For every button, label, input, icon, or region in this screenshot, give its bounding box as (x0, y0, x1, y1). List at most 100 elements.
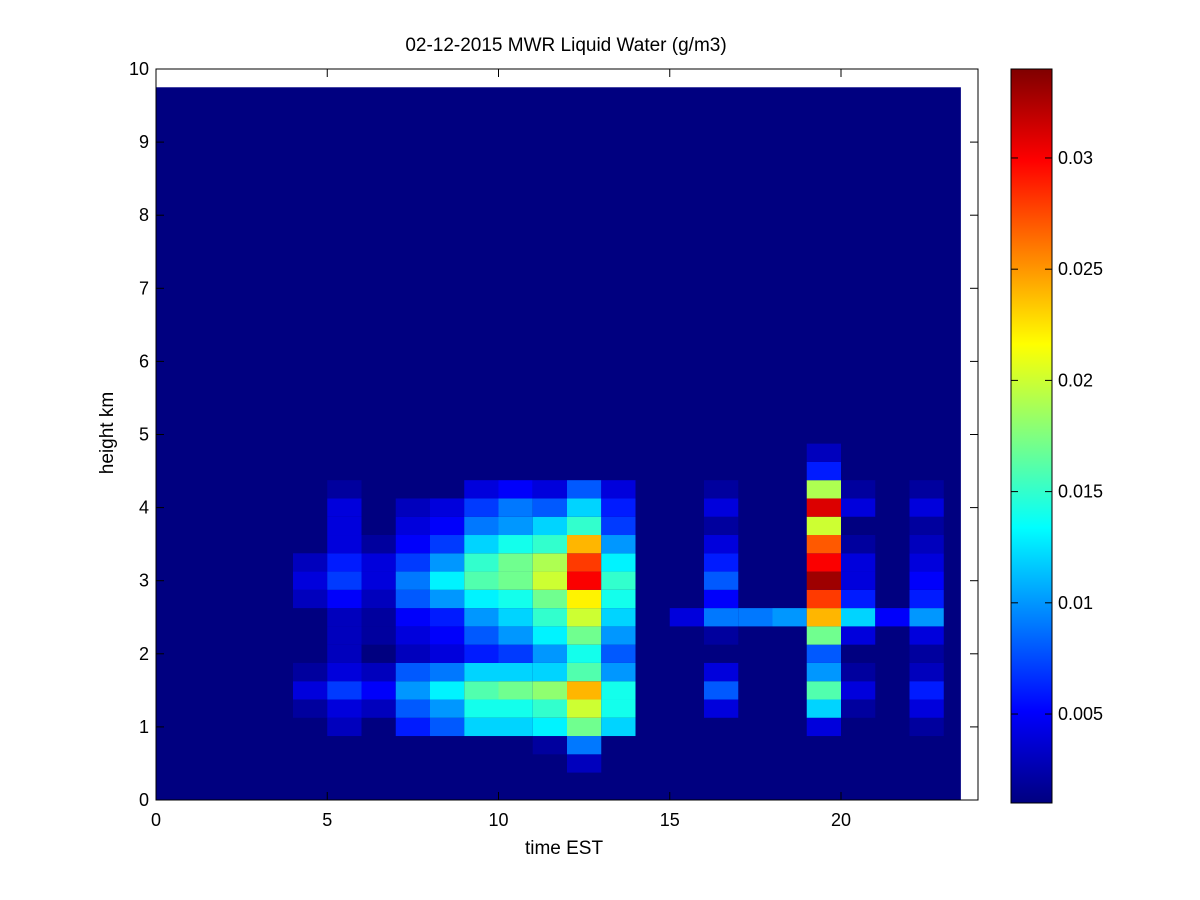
heatmap-cell (327, 589, 362, 609)
colorbar (1011, 69, 1052, 803)
heatmap-cell (601, 498, 636, 517)
heatmap-cell (704, 589, 739, 609)
heatmap-cell (395, 553, 430, 572)
heatmap-cell (601, 553, 636, 572)
heatmap-cell (532, 681, 567, 700)
heatmap-cell (498, 553, 533, 572)
heatmap-cell (704, 498, 739, 517)
heatmap-cell (464, 498, 499, 517)
heatmap-cell (395, 699, 430, 718)
heatmap-cell (532, 516, 567, 536)
heatmap-cell (841, 571, 876, 590)
heatmap-cell (704, 571, 739, 590)
heatmap-cell (498, 535, 533, 554)
heatmap-cell (464, 681, 499, 700)
heatmap-cell (327, 535, 362, 554)
colorbar-tick-label: 0.015 (1058, 482, 1103, 502)
heatmap-cell (567, 553, 602, 572)
heatmap-cell (806, 626, 841, 645)
heatmap-cell (498, 626, 533, 645)
x-axis-label: time EST (525, 838, 604, 859)
heatmap-cell (395, 644, 430, 663)
y-tick-label: 9 (139, 132, 149, 152)
heatmap-cell (464, 608, 499, 627)
heatmap-cell (704, 681, 739, 700)
heatmap-cell (532, 644, 567, 663)
y-tick-label: 8 (139, 205, 149, 225)
heatmap-cell (327, 516, 362, 536)
heatmap-cell (532, 553, 567, 572)
heatmap-cell (532, 699, 567, 718)
heatmap-cell (909, 717, 944, 737)
heatmap-cell (361, 589, 396, 609)
heatmap-cell (909, 498, 944, 517)
heatmap-cell (327, 498, 362, 517)
heatmap-cell (464, 644, 499, 663)
heatmap-cell (361, 626, 396, 645)
heatmap-cell (704, 553, 739, 572)
heatmap-cell (430, 717, 465, 737)
heatmap-cell (567, 736, 602, 755)
heatmap-cell (567, 535, 602, 554)
heatmap-cell (669, 608, 704, 627)
heatmap-cell (601, 608, 636, 627)
heatmap-cell (806, 644, 841, 663)
heatmap-cell (567, 681, 602, 700)
heatmap-cell (532, 717, 567, 737)
heatmap-cell (532, 662, 567, 682)
heatmap-cell (772, 608, 807, 627)
y-tick-label: 6 (139, 351, 149, 371)
heatmap-cell (464, 553, 499, 572)
y-tick-label: 5 (139, 425, 149, 445)
heatmap-cell (498, 681, 533, 700)
heatmap-cell (430, 644, 465, 663)
heatmap-cell (361, 571, 396, 590)
heatmap-cell (361, 699, 396, 718)
heatmap-cell (395, 717, 430, 737)
heatmap-cell (293, 553, 328, 572)
heatmap-cell (841, 699, 876, 718)
heatmap-cell (909, 553, 944, 572)
heatmap-cell (806, 681, 841, 700)
heatmap-cell (395, 589, 430, 609)
heatmap-cell (430, 626, 465, 645)
heatmap-cell (327, 662, 362, 682)
heatmap-cell (567, 644, 602, 663)
heatmap-cell (909, 626, 944, 645)
heatmap-cell (293, 681, 328, 700)
heatmap-cell (361, 553, 396, 572)
heatmap-cell (567, 662, 602, 682)
heatmap-cell (361, 535, 396, 554)
heatmap-cell (532, 571, 567, 590)
y-tick-label: 1 (139, 717, 149, 737)
y-tick-label: 10 (129, 59, 149, 79)
heatmap-cell (293, 699, 328, 718)
x-tick-label: 20 (831, 810, 851, 830)
heatmap-cell (498, 608, 533, 627)
heatmap-cell (841, 626, 876, 645)
heatmap-cell (806, 461, 841, 481)
heatmap-cell (567, 717, 602, 737)
colorbar-tick-label: 0.005 (1058, 704, 1103, 724)
heatmap-cell (909, 571, 944, 590)
heatmap-cell (738, 608, 773, 627)
heatmap-cell (601, 662, 636, 682)
heatmap-cell (464, 535, 499, 554)
heatmap-cell (464, 516, 499, 536)
colorbar-tick-label: 0.03 (1058, 148, 1093, 168)
colorbar-tick-label: 0.02 (1058, 370, 1093, 390)
heatmap-cell (327, 644, 362, 663)
heatmap-cell (909, 608, 944, 627)
heatmap-cell (909, 589, 944, 609)
heatmap-cell (909, 516, 944, 536)
y-tick-label: 4 (139, 498, 149, 518)
heatmap-cell (464, 717, 499, 737)
heatmap-cell (806, 608, 841, 627)
heatmap-cell (498, 571, 533, 590)
heatmap-cell (567, 608, 602, 627)
heatmap-cell (806, 553, 841, 572)
heatmap-cell (430, 608, 465, 627)
heatmap-cell (567, 626, 602, 645)
heatmap-cell (498, 644, 533, 663)
heatmap-cell (361, 681, 396, 700)
